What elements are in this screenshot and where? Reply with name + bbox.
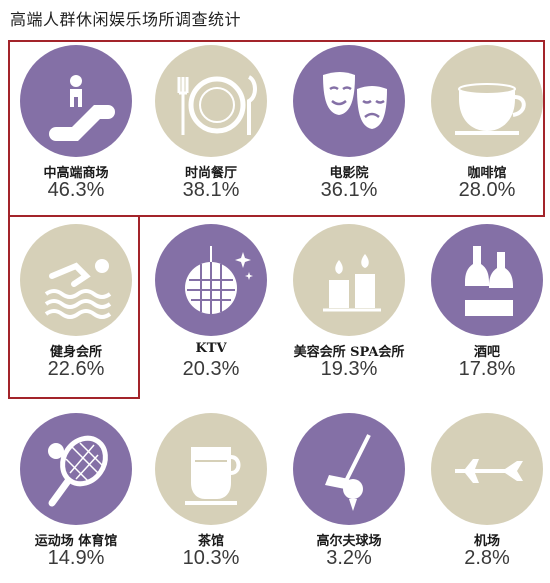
venue-label: 中高端商场 [43, 166, 109, 181]
venue-card: KTV 20.3% [143, 224, 279, 380]
venue-percentage: 10.3% [182, 547, 240, 569]
venue-label: 运动场 体育馆 [34, 534, 118, 549]
venue-percentage: 3.2% [326, 547, 372, 569]
bottles-icon [465, 246, 513, 316]
venue-label: 咖啡馆 [467, 166, 507, 181]
venue-icon-circle [293, 413, 405, 525]
venue-percentage: 2.8% [464, 547, 510, 569]
venue-icon-circle [293, 45, 405, 157]
venue-icon-circle [431, 45, 543, 157]
swimmer-icon [44, 259, 112, 319]
tennis-racket-icon [48, 435, 108, 507]
venue-percentage: 19.3% [320, 358, 378, 380]
venue-card: 机场 2.8% [419, 413, 550, 569]
venue-icon-circle [293, 224, 405, 336]
theater-masks-icon [323, 72, 387, 129]
venue-icon-circle [155, 224, 267, 336]
venue-icon-circle [155, 413, 267, 525]
venue-percentage: 28.0% [458, 179, 516, 201]
highlight-box-top-row [8, 40, 545, 217]
venue-icon-circle [155, 45, 267, 157]
venue-card: 电影院 36.1% [281, 45, 417, 201]
coffee-cup-icon [455, 83, 526, 135]
disco-ball-icon [185, 246, 253, 314]
venue-label: 机场 [473, 534, 500, 549]
venue-icon-circle [431, 413, 543, 525]
venue-icon-circle [20, 45, 132, 157]
venue-icon-circle [20, 413, 132, 525]
venue-icon-circle [20, 224, 132, 336]
golf-club-icon [325, 434, 371, 511]
venue-label: 健身会所 [49, 345, 102, 360]
venue-percentage: 38.1% [182, 179, 240, 201]
venue-percentage: 46.3% [47, 179, 105, 201]
venue-card: 高尔夫球场 3.2% [281, 413, 417, 569]
venue-percentage: 17.8% [458, 358, 516, 380]
venue-percentage: 14.9% [47, 547, 105, 569]
venue-percentage: 22.6% [47, 358, 105, 380]
highlight-box-fitness [8, 215, 140, 399]
venue-card: 咖啡馆 28.0% [419, 45, 550, 201]
venue-label: KTV [195, 341, 227, 356]
venue-card: 时尚餐厅 38.1% [143, 45, 279, 201]
page-title: 高端人群休闲娱乐场所调查统计 [10, 10, 242, 29]
venue-percentage: 36.1% [320, 179, 378, 201]
plate-cutlery-icon [177, 75, 257, 135]
venue-label: 时尚餐厅 [184, 166, 237, 181]
venue-label: 酒吧 [473, 345, 500, 360]
venue-icon-circle [431, 224, 543, 336]
venue-card: 美容会所 SPA会所 19.3% [281, 224, 417, 380]
venue-card: 酒吧 17.8% [419, 224, 550, 380]
venue-label: 茶馆 [197, 534, 224, 549]
tea-cup-icon [185, 447, 241, 505]
venue-percentage: 20.3% [182, 358, 240, 380]
venue-label: 美容会所 SPA会所 [293, 345, 405, 360]
venue-card: 运动场 体育馆 14.9% [8, 413, 144, 569]
venue-card: 中高端商场 46.3% [8, 45, 144, 201]
airplane-icon [455, 459, 523, 483]
venue-card: 茶馆 10.3% [143, 413, 279, 569]
venue-label: 电影院 [329, 166, 369, 181]
venue-card: 健身会所 22.6% [8, 224, 144, 380]
candles-icon [323, 254, 381, 312]
venue-label: 高尔夫球场 [316, 534, 382, 549]
escalator-icon [49, 75, 115, 141]
